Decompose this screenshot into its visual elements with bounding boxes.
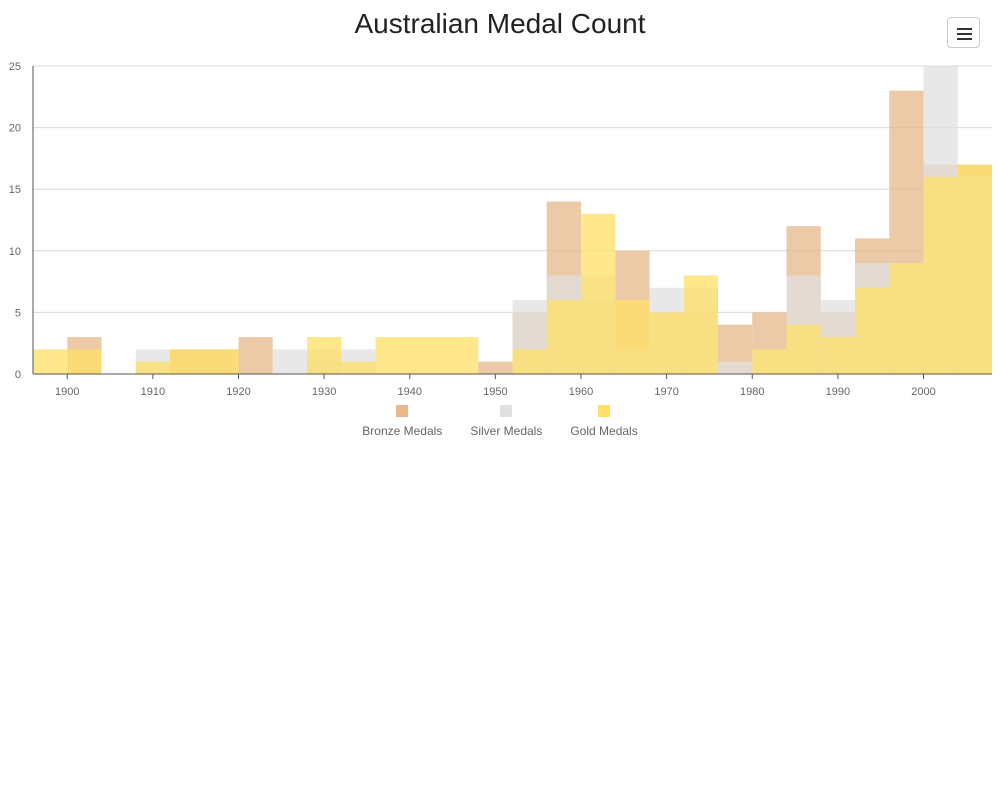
y-tick-label: 20 <box>9 123 21 135</box>
legend-item[interactable]: Bronze Medals <box>362 405 442 438</box>
x-tick-label: 1910 <box>141 386 165 398</box>
x-tick-label: 1920 <box>226 386 250 398</box>
legend: Bronze Medals Silver Medals Gold Medals <box>0 405 1000 438</box>
legend-swatch <box>396 405 409 417</box>
legend-swatch <box>598 405 611 417</box>
bar-gold-medals[interactable] <box>307 337 342 374</box>
legend-item[interactable]: Silver Medals <box>470 405 542 438</box>
legend-label: Gold Medals <box>570 424 638 438</box>
bar-gold-medals[interactable] <box>752 349 787 374</box>
bar-gold-medals[interactable] <box>67 349 102 374</box>
legend-label: Silver Medals <box>470 424 543 438</box>
bar-gold-medals[interactable] <box>33 349 68 374</box>
bar-silver-medals[interactable] <box>272 349 307 374</box>
bar-gold-medals[interactable] <box>581 213 616 374</box>
x-tick-label: 1900 <box>55 386 79 398</box>
legend-item[interactable]: Gold Medals <box>570 405 638 438</box>
y-tick-label: 5 <box>15 307 21 319</box>
chart-menu-button[interactable] <box>947 17 980 48</box>
y-tick-label: 0 <box>15 369 21 381</box>
bar-gold-medals[interactable] <box>855 287 890 374</box>
bar-gold-medals[interactable] <box>135 361 170 374</box>
x-tick-label: 1950 <box>483 386 507 398</box>
x-tick-label: 1990 <box>826 386 850 398</box>
bar-gold-medals[interactable] <box>512 349 547 374</box>
axes: 0 5 10 15 20 25 1900 1910 1920 1930 1940 1950 1960 19… <box>9 61 992 398</box>
bar-gold-medals[interactable] <box>649 312 684 374</box>
chart-plot: 0 5 10 15 20 25 1900 1910 1920 1930 1940 1950 1960 19… <box>9 61 992 398</box>
x-tick-label: 1960 <box>569 386 593 398</box>
x-tick-label: 1930 <box>312 386 336 398</box>
bar-gold-medals[interactable] <box>375 337 479 374</box>
bar-silver-medals[interactable] <box>718 361 753 374</box>
hamburger-icon <box>957 28 972 30</box>
bar-gold-medals[interactable] <box>820 337 855 374</box>
legend-swatch <box>500 405 513 417</box>
y-tick-label: 10 <box>9 246 21 258</box>
x-tick-label: 2000 <box>911 386 935 398</box>
bar-gold-medals[interactable] <box>546 300 581 374</box>
legend-label: Bronze Medals <box>362 424 443 438</box>
y-tick-label: 25 <box>9 61 21 73</box>
bar-series <box>33 66 992 374</box>
bar-gold-medals[interactable] <box>957 164 992 374</box>
chart-title: Australian Medal Count <box>354 8 646 39</box>
x-tick-label: 1980 <box>740 386 764 398</box>
bar-gold-medals[interactable] <box>683 275 718 374</box>
bar-gold-medals[interactable] <box>170 349 239 374</box>
bar-bronze-medals[interactable] <box>478 361 513 374</box>
bar-gold-medals[interactable] <box>889 263 924 374</box>
bar-gold-medals[interactable] <box>615 300 650 374</box>
bar-bronze-medals[interactable] <box>238 337 273 374</box>
x-tick-label: 1940 <box>398 386 422 398</box>
bar-gold-medals[interactable] <box>341 361 376 374</box>
bar-gold-medals[interactable] <box>786 324 821 374</box>
y-tick-label: 15 <box>9 184 21 196</box>
x-tick-label: 1970 <box>654 386 678 398</box>
bar-gold-medals[interactable] <box>923 176 958 374</box>
